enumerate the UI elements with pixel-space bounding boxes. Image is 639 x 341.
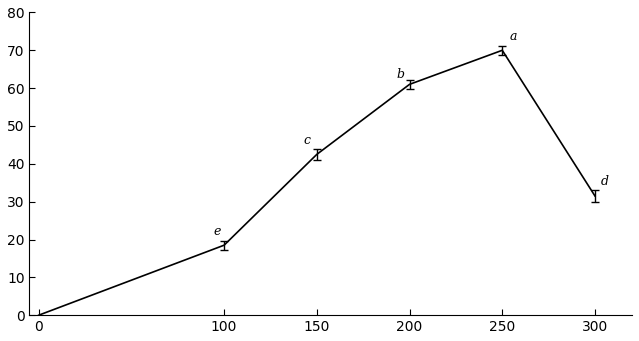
Text: c: c xyxy=(304,134,311,147)
Text: a: a xyxy=(510,30,517,43)
Text: e: e xyxy=(213,225,220,238)
Text: d: d xyxy=(601,175,608,189)
Text: b: b xyxy=(397,68,404,80)
